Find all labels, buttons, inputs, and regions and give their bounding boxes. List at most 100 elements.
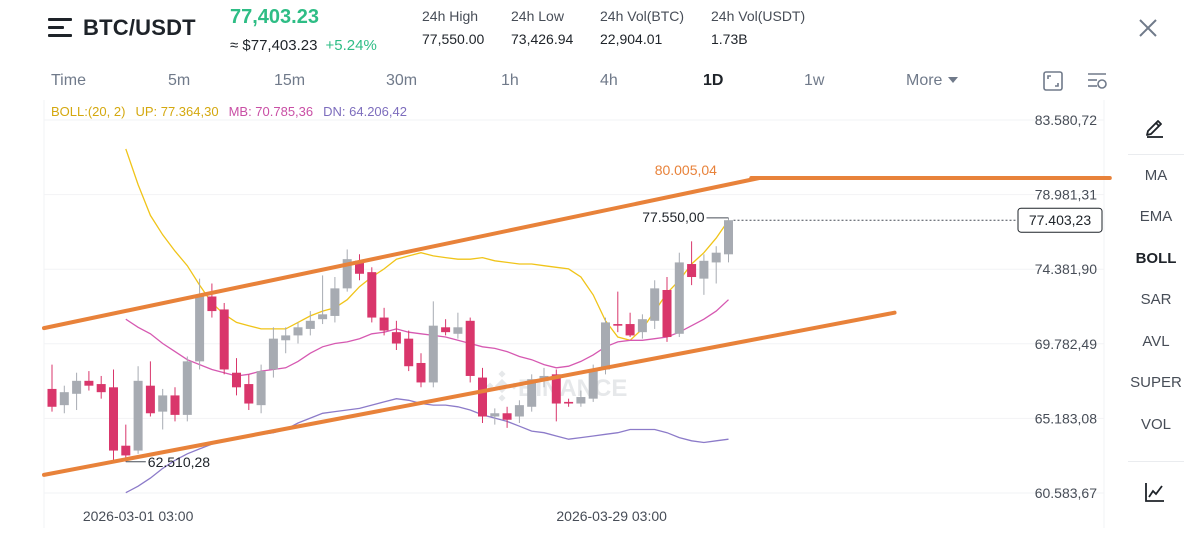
candle — [305, 311, 315, 336]
indicator-super[interactable]: SUPER — [1130, 374, 1182, 391]
tab-5m[interactable]: 5m — [168, 72, 191, 89]
annotations: 80.005,04 77.550,00 62.510,28 77.403,23 — [125, 162, 1103, 470]
tab-1w[interactable]: 1w — [804, 72, 825, 89]
candle-body — [281, 335, 291, 341]
candle-body — [576, 397, 586, 404]
menu-icon[interactable] — [48, 18, 72, 38]
boll-dn-line — [125, 398, 729, 494]
candle — [441, 319, 451, 336]
chart-settings-icon[interactable] — [1086, 70, 1108, 92]
stat-24h-high: 24h High 77,550.00 — [422, 8, 484, 47]
tab-more[interactable]: More — [906, 72, 958, 90]
candle — [109, 369, 118, 461]
candle — [514, 400, 524, 423]
candle-body — [59, 392, 69, 406]
tab-1d[interactable]: 1D — [703, 72, 724, 89]
candle — [404, 330, 414, 372]
fullscreen-icon[interactable] — [1042, 70, 1064, 92]
indicator-ma[interactable]: MA — [1144, 167, 1168, 184]
stat-value: 22,904.01 — [600, 31, 663, 47]
candle-body — [514, 405, 524, 417]
y-tick-label: 74.381,90 — [1035, 261, 1097, 277]
candle-body — [355, 260, 364, 274]
indicator-ema[interactable]: EMA — [1139, 208, 1173, 225]
candle — [613, 291, 623, 333]
high-label: 77.550,00 — [642, 209, 704, 225]
candle-body — [465, 320, 475, 376]
candles — [47, 217, 733, 462]
candle-body — [305, 320, 315, 329]
tab-4h[interactable]: 4h — [600, 72, 618, 89]
candle — [281, 327, 291, 354]
candle — [601, 317, 610, 375]
stat-24h-vol-btc: 24h Vol(BTC) 22,904.01 — [600, 8, 684, 47]
candle — [293, 322, 303, 344]
candle — [121, 424, 131, 462]
candle-body — [502, 413, 512, 420]
candle — [133, 366, 143, 454]
candle-body — [453, 327, 463, 334]
candle-body — [72, 380, 82, 394]
candle — [453, 312, 463, 339]
candle-body — [170, 395, 180, 415]
candle — [170, 387, 180, 422]
candle-body — [687, 264, 697, 278]
candle-body — [588, 369, 598, 399]
price-sub: ≈ $77,403.23 +5.24% — [230, 37, 377, 54]
boll-params: BOLL:(20, 2) — [51, 104, 126, 119]
candle-body — [601, 322, 610, 370]
candle — [662, 277, 672, 342]
boll-mb: MB: 70.785,36 — [228, 104, 314, 119]
candle — [391, 320, 401, 351]
candle-body — [133, 380, 143, 451]
stat-24h-low: 24h Low 73,426.94 — [511, 8, 573, 47]
candle-body — [637, 319, 647, 333]
candle-body — [613, 324, 623, 326]
resistance-label: 80.005,04 — [655, 162, 717, 178]
candle-body — [158, 395, 168, 412]
candle-body — [441, 327, 451, 333]
candle-body — [330, 288, 340, 316]
candle-body — [674, 262, 684, 334]
sidebar-divider — [1128, 154, 1184, 155]
candle-body — [145, 385, 155, 414]
candle — [330, 277, 340, 323]
tab-15m[interactable]: 15m — [274, 72, 306, 89]
y-tick-label: 83.580,72 — [1035, 112, 1097, 128]
candle — [564, 398, 574, 407]
candle-body — [379, 317, 389, 331]
indicator-avl[interactable]: AVL — [1142, 333, 1170, 350]
tab-30m[interactable]: 30m — [386, 72, 418, 89]
indicator-vol[interactable]: VOL — [1140, 416, 1171, 433]
y-tick-label: 78.981,31 — [1035, 187, 1097, 203]
candle-body — [232, 372, 241, 388]
candle — [158, 388, 168, 430]
tab-time[interactable]: Time — [51, 72, 86, 89]
stat-label: 24h Vol(USDT) — [711, 8, 806, 24]
draw-pencil-icon[interactable] — [1143, 114, 1167, 138]
indicator-boll[interactable]: BOLL — [1135, 250, 1177, 267]
candle — [428, 301, 438, 388]
trend-chart-icon[interactable] — [1143, 480, 1167, 504]
candle-body — [416, 362, 426, 383]
indicator-sar[interactable]: SAR — [1140, 291, 1172, 308]
boll-dn: DN: 64.206,42 — [323, 104, 407, 119]
tab-1h[interactable]: 1h — [501, 72, 519, 89]
pair-title[interactable]: BTC/USDT — [83, 15, 196, 40]
stat-label: 24h Vol(BTC) — [600, 8, 685, 24]
candle-body — [662, 289, 672, 338]
low-label: 62.510,28 — [148, 454, 210, 470]
candle-body — [195, 294, 205, 362]
close-icon[interactable] — [1136, 16, 1160, 40]
candlestick-chart[interactable]: BINANCE 83.580,7278.981,3174.381,9069.78… — [0, 100, 1120, 530]
candle — [625, 312, 635, 338]
price-change: +5.24% — [325, 37, 377, 54]
boll-indicator-line[interactable]: BOLL:(20, 2) UP: 77.364,30 MB: 70.785,36 DN… — [51, 104, 417, 119]
candle — [268, 327, 278, 378]
candle — [687, 241, 697, 286]
candle-body — [367, 272, 377, 318]
candle-body — [244, 384, 254, 404]
candle-body — [711, 252, 721, 263]
candle-body — [404, 338, 414, 367]
candle — [637, 314, 647, 339]
